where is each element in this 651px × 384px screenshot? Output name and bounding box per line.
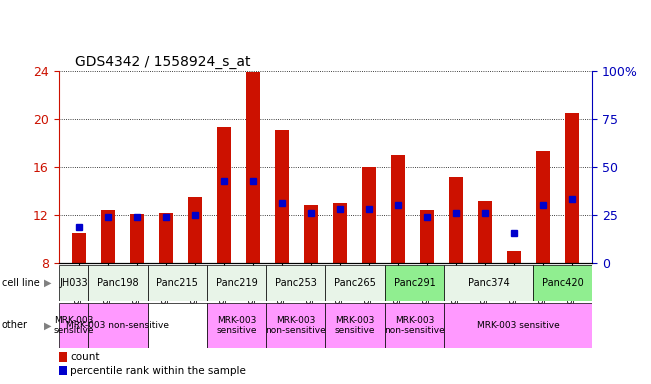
Bar [159,213,173,263]
Bar [59,353,67,362]
Text: MRK-003
sensitive: MRK-003 sensitive [216,316,256,335]
Bar [207,303,266,348]
Text: Panc265: Panc265 [334,278,376,288]
Text: GDS4342 / 1558924_s_at: GDS4342 / 1558924_s_at [75,55,250,69]
Bar [507,251,521,263]
Text: percentile rank within the sample: percentile rank within the sample [70,366,246,376]
Bar [478,200,492,263]
Bar [245,72,260,263]
Text: count: count [70,352,100,362]
Bar [148,265,207,301]
Bar [207,265,266,301]
Bar [89,303,148,348]
Bar [333,203,347,263]
Bar [326,303,385,348]
Text: ▶: ▶ [44,278,51,288]
Bar [72,233,86,263]
Bar [304,205,318,263]
Text: MRK-003
sensitive: MRK-003 sensitive [335,316,376,335]
Text: Panc291: Panc291 [394,278,436,288]
Bar [187,197,202,263]
Text: other: other [2,320,28,331]
Bar [89,265,148,301]
Bar [444,303,592,348]
Text: MRK-003
sensitive: MRK-003 sensitive [53,316,94,335]
Text: Panc198: Panc198 [97,278,139,288]
Bar [533,265,592,301]
Text: Panc219: Panc219 [215,278,257,288]
Bar [536,151,550,263]
Bar [444,265,533,301]
Bar [148,303,207,348]
Text: MRK-003
non-sensitive: MRK-003 non-sensitive [266,316,326,335]
Bar [275,130,289,263]
Bar [362,167,376,263]
Bar [59,303,89,348]
Bar [391,155,406,263]
Text: Panc215: Panc215 [156,278,198,288]
Bar [565,113,579,263]
Bar [101,210,115,263]
Bar [266,265,326,301]
Bar [217,127,231,263]
Text: cell line: cell line [2,278,40,288]
Text: JH033: JH033 [59,278,88,288]
Text: Panc253: Panc253 [275,278,317,288]
Text: Panc420: Panc420 [542,278,584,288]
Bar [59,265,89,301]
Text: MRK-003 sensitive: MRK-003 sensitive [477,321,560,330]
Bar [59,366,67,376]
Bar [385,265,444,301]
Text: MRK-003
non-sensitive: MRK-003 non-sensitive [384,316,445,335]
Bar [266,303,326,348]
Text: MRK-003 non-sensitive: MRK-003 non-sensitive [66,321,169,330]
Text: Panc374: Panc374 [467,278,510,288]
Bar [326,265,385,301]
Bar [420,210,434,263]
Bar [130,214,144,263]
Bar [449,177,464,263]
Bar [385,303,444,348]
Text: ▶: ▶ [44,320,51,331]
